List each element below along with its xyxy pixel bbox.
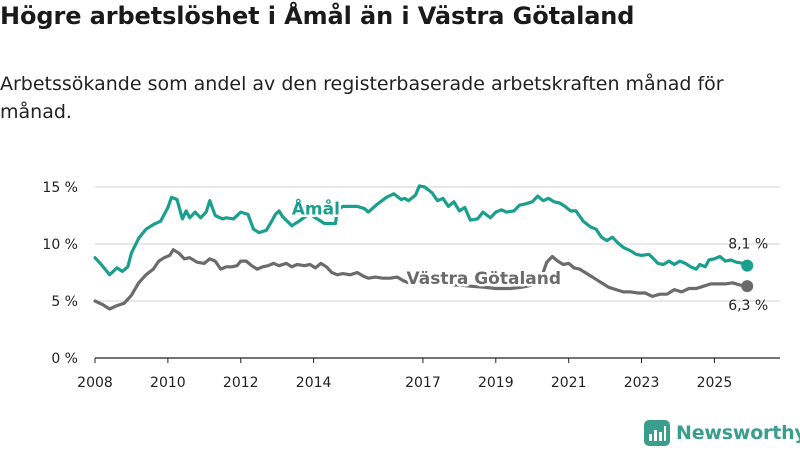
line-chart: 0 % 5 % 10 % 15 % 2008 2010 2012 2014 2017 2019 20… <box>0 0 800 450</box>
x-tick-label: 2014 <box>296 375 332 391</box>
end-value-label-vastra-gotaland: 6,3 % <box>728 298 768 314</box>
x-tick-label: 2008 <box>77 375 113 391</box>
axis-layer: 0 % 5 % 10 % 15 % 2008 2010 2012 2014 2017 2019 20… <box>42 180 732 391</box>
x-tick-label: 2017 <box>405 375 441 391</box>
x-tick-label: 2025 <box>697 375 733 391</box>
x-tick-label: 2023 <box>624 375 660 391</box>
end-value-label-amal: 8,1 % <box>728 237 768 253</box>
series-label-vastra-gotaland: Västra Götaland <box>407 269 562 289</box>
series-end-point-amal <box>741 260 753 272</box>
y-tick-label: 10 % <box>42 237 78 253</box>
newsworthy-logo-icon <box>644 420 670 446</box>
x-tick-label: 2019 <box>478 375 514 391</box>
x-tick-label: 2012 <box>223 375 259 391</box>
series-layer <box>95 186 753 309</box>
y-tick-label: 0 % <box>51 351 78 367</box>
brand-name: Newsworthy <box>676 422 800 444</box>
y-tick-label: 15 % <box>42 180 78 196</box>
brand-logo: Newsworthy <box>644 419 800 447</box>
x-tick-label: 2021 <box>551 375 587 391</box>
label-layer: Åmål Västra Götaland 8,1 % 6,3 % <box>292 196 768 314</box>
y-tick-label: 5 % <box>51 294 78 310</box>
x-tick-label: 2010 <box>150 375 186 391</box>
series-label-amal: Åmål <box>292 196 340 219</box>
series-end-point-vastra-gotaland <box>741 280 753 292</box>
